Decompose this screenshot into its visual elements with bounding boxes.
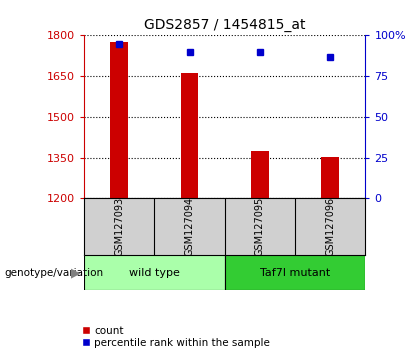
- Text: GSM127096: GSM127096: [325, 197, 335, 256]
- Bar: [251, 151, 269, 198]
- Text: genotype/variation: genotype/variation: [4, 268, 103, 278]
- Legend: count, percentile rank within the sample: count, percentile rank within the sample: [81, 325, 271, 349]
- Text: ▶: ▶: [71, 266, 81, 279]
- Text: wild type: wild type: [129, 268, 180, 278]
- Bar: [110, 42, 128, 198]
- Bar: [321, 157, 339, 198]
- Text: GSM127095: GSM127095: [255, 197, 265, 256]
- Text: GSM127094: GSM127094: [184, 197, 194, 256]
- Text: GSM127093: GSM127093: [114, 197, 124, 256]
- Text: Taf7l mutant: Taf7l mutant: [260, 268, 330, 278]
- Bar: [84, 255, 225, 290]
- Bar: [181, 73, 198, 198]
- Bar: [225, 255, 365, 290]
- Title: GDS2857 / 1454815_at: GDS2857 / 1454815_at: [144, 18, 305, 32]
